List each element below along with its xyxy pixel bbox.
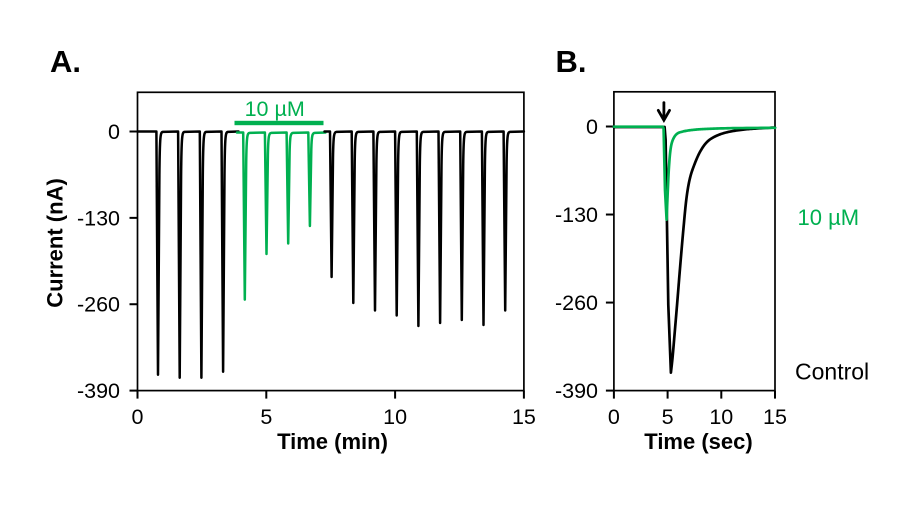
svg-text:5: 5 <box>260 405 272 429</box>
svg-text:15: 15 <box>512 405 536 429</box>
svg-text:Control: Control <box>795 358 869 384</box>
svg-text:10 µM: 10 µM <box>245 97 305 121</box>
svg-text:10: 10 <box>383 405 407 429</box>
svg-text:-130: -130 <box>77 206 120 230</box>
svg-text:-390: -390 <box>77 379 120 403</box>
svg-text:B.: B. <box>556 44 587 79</box>
svg-text:-130: -130 <box>555 203 598 227</box>
svg-text:0: 0 <box>132 405 144 429</box>
svg-text:Current (nA): Current (nA) <box>43 178 68 308</box>
svg-text:0: 0 <box>586 115 598 139</box>
svg-text:0: 0 <box>108 120 120 144</box>
svg-text:10: 10 <box>709 405 733 429</box>
svg-text:-390: -390 <box>555 379 598 403</box>
svg-text:-260: -260 <box>77 293 120 317</box>
svg-text:A.: A. <box>50 44 81 79</box>
svg-text:Time (min): Time (min) <box>277 429 388 454</box>
svg-text:5: 5 <box>662 405 674 429</box>
svg-text:10 µM: 10 µM <box>798 205 860 230</box>
svg-text:-260: -260 <box>555 291 598 315</box>
svg-text:Time (sec): Time (sec) <box>644 429 752 454</box>
svg-text:0: 0 <box>608 405 620 429</box>
svg-text:15: 15 <box>763 405 787 429</box>
